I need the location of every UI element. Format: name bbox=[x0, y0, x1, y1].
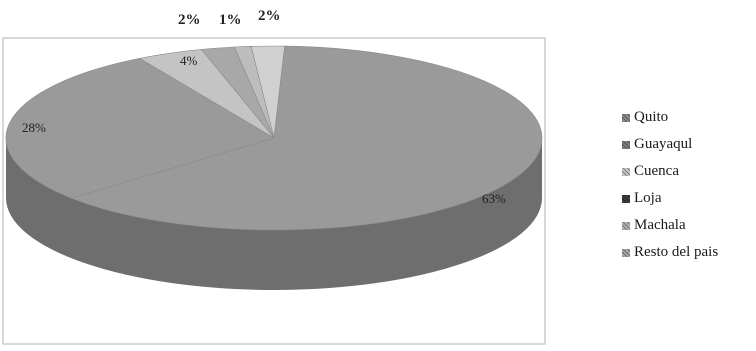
pie-slice-guayaquil bbox=[5, 58, 275, 199]
legend-label: Loja bbox=[634, 190, 662, 206]
legend-swatch-icon bbox=[622, 221, 630, 230]
legend-swatch-icon bbox=[622, 248, 630, 257]
legend-swatch-icon bbox=[622, 194, 630, 203]
data-label-loja: 2% bbox=[178, 12, 201, 28]
data-label-quito: 63% bbox=[482, 191, 506, 206]
plot-frame bbox=[2, 37, 546, 345]
data-label-resto-del-pais: 2% bbox=[258, 8, 281, 24]
legend-label: Machala bbox=[634, 217, 686, 233]
pie-slices bbox=[5, 45, 543, 231]
legend-label: Guayaqul bbox=[634, 136, 693, 152]
legend-swatch-icon bbox=[622, 140, 630, 149]
pie-side-face bbox=[6, 138, 542, 290]
legend-label: Resto del pais bbox=[634, 244, 719, 260]
data-label-cuenca: 4% bbox=[180, 53, 198, 68]
data-label-guayaquil: 28% bbox=[22, 120, 46, 135]
legend-item: Loja bbox=[622, 185, 718, 212]
legend-item: Cuenca bbox=[622, 158, 718, 185]
legend-label: Quito bbox=[634, 109, 669, 125]
legend-item: Machala bbox=[622, 212, 718, 239]
data-label-machala: 1% bbox=[219, 12, 242, 28]
legend-swatch-icon bbox=[622, 113, 630, 122]
pie-side-wall bbox=[6, 138, 542, 290]
legend: Quito Guayaqul Cuenca Loja Machala Resto… bbox=[622, 104, 718, 266]
legend-label: Cuenca bbox=[634, 163, 679, 179]
legend-item: Quito bbox=[622, 104, 718, 131]
legend-swatch-icon bbox=[622, 167, 630, 176]
legend-item: Resto del pais bbox=[622, 239, 718, 266]
pie-slice-quito bbox=[70, 45, 543, 231]
legend-item: Guayaqul bbox=[622, 131, 718, 158]
pie-data-labels: 63% 28% 4% 2% 1% 2% bbox=[22, 8, 506, 206]
